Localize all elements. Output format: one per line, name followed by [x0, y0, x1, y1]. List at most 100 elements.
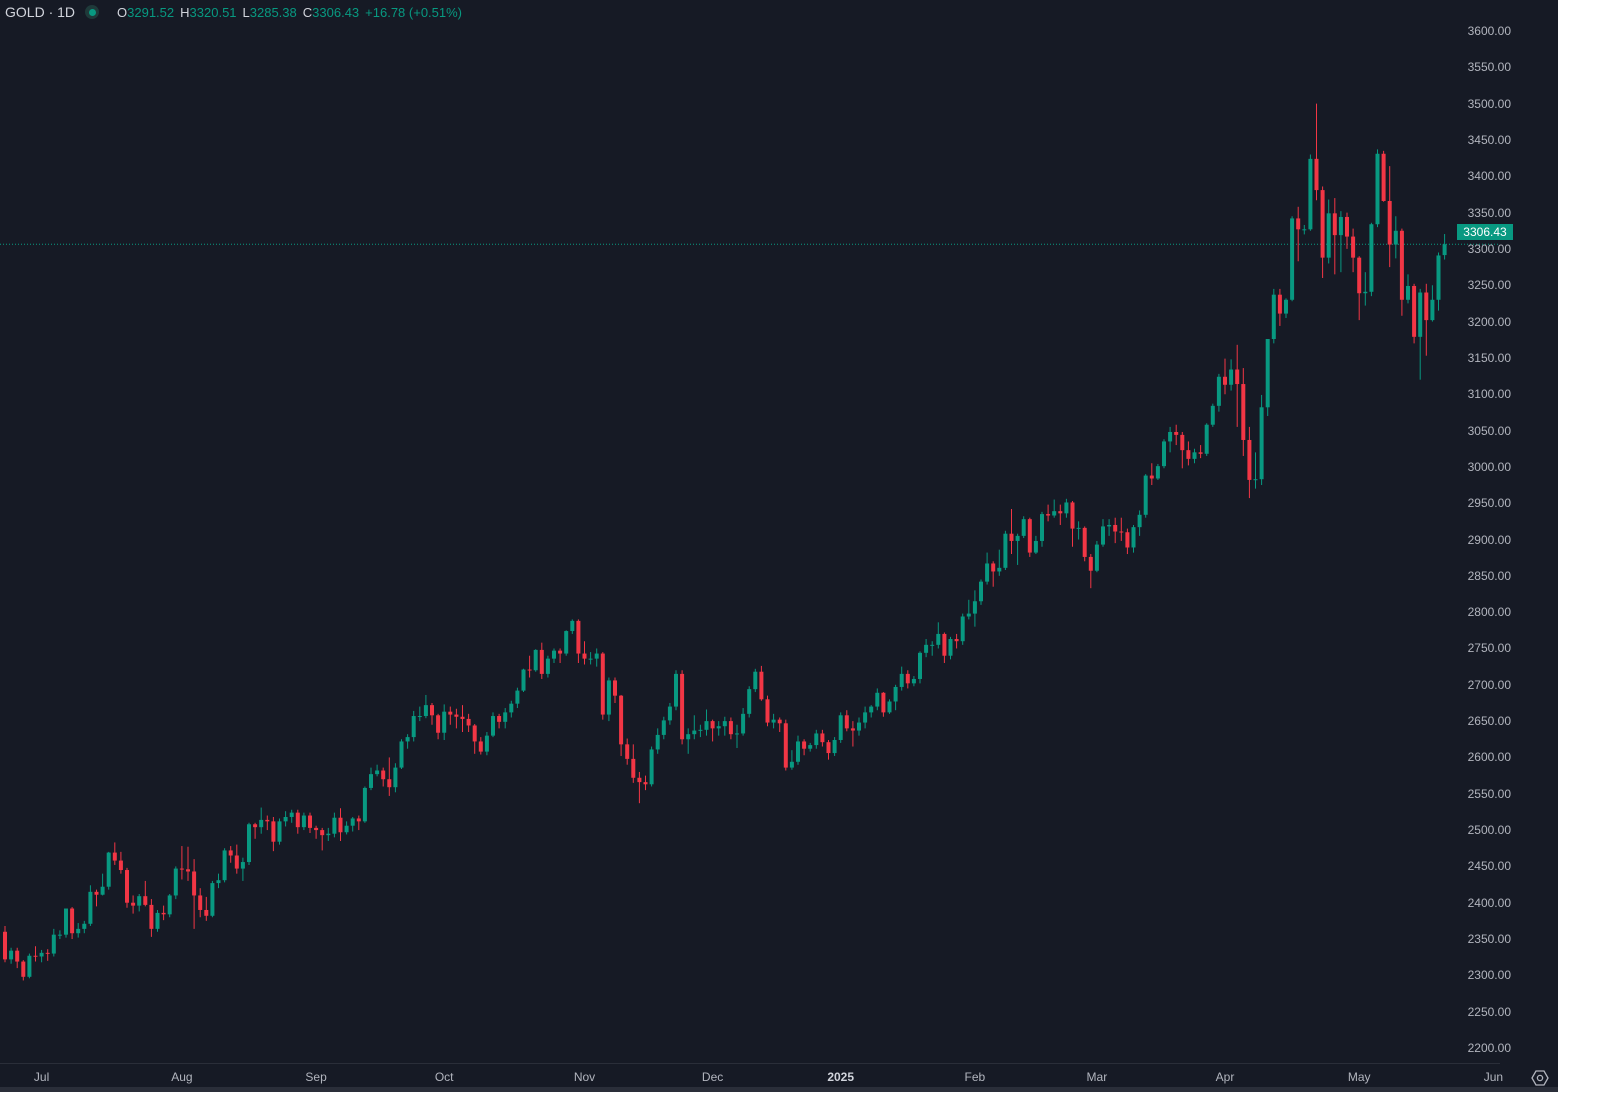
candle[interactable] [1241, 368, 1246, 456]
candle[interactable] [948, 636, 953, 660]
candle[interactable] [850, 721, 855, 747]
candle[interactable] [295, 809, 300, 834]
candle[interactable] [436, 713, 441, 740]
candle[interactable] [1296, 206, 1301, 262]
candle[interactable] [375, 764, 380, 777]
candle[interactable] [765, 695, 770, 727]
candle[interactable] [393, 763, 398, 793]
candle[interactable] [820, 729, 825, 747]
candle[interactable] [942, 632, 947, 663]
candle[interactable] [259, 807, 264, 834]
candle[interactable] [1125, 528, 1130, 555]
candle[interactable] [472, 724, 477, 754]
candle[interactable] [1088, 554, 1093, 589]
candle[interactable] [600, 652, 605, 720]
candle[interactable] [966, 599, 971, 620]
candle[interactable] [552, 648, 556, 663]
candle[interactable] [905, 670, 910, 689]
candle[interactable] [728, 717, 733, 740]
candle[interactable] [387, 757, 392, 796]
candle[interactable] [240, 857, 245, 881]
candle[interactable] [606, 677, 611, 722]
candle[interactable] [515, 687, 520, 709]
candle[interactable] [1180, 431, 1185, 469]
candle[interactable] [15, 947, 20, 969]
candle[interactable] [70, 907, 75, 940]
candle[interactable] [1058, 504, 1063, 525]
candle[interactable] [1265, 339, 1270, 417]
candle[interactable] [1351, 228, 1356, 273]
candle[interactable] [167, 893, 172, 918]
candle[interactable] [771, 713, 776, 729]
candle[interactable] [1436, 252, 1441, 311]
candle[interactable] [1430, 285, 1435, 322]
candle[interactable] [338, 808, 343, 841]
candle[interactable] [869, 705, 874, 718]
candle[interactable] [747, 686, 752, 718]
candle[interactable] [1094, 540, 1099, 573]
candle[interactable] [796, 735, 800, 765]
candle[interactable] [155, 909, 160, 932]
candle[interactable] [844, 710, 849, 732]
candle[interactable] [1399, 228, 1404, 316]
candle[interactable] [741, 708, 746, 736]
candle[interactable] [1076, 521, 1081, 540]
candle[interactable] [826, 739, 831, 760]
candle[interactable] [753, 668, 758, 693]
candle[interactable] [936, 622, 941, 649]
candle[interactable] [137, 893, 142, 912]
candle[interactable] [283, 811, 288, 827]
candle[interactable] [253, 822, 258, 839]
candle[interactable] [271, 816, 276, 852]
candle[interactable] [576, 619, 581, 663]
candle[interactable] [1137, 510, 1142, 536]
candle[interactable] [893, 684, 898, 711]
candle[interactable] [667, 702, 672, 725]
candle[interactable] [1259, 394, 1264, 486]
candle[interactable] [704, 709, 709, 736]
candle[interactable] [1406, 274, 1410, 304]
candle[interactable] [521, 668, 526, 693]
candle[interactable] [448, 706, 453, 725]
candle[interactable] [484, 732, 489, 756]
candle[interactable] [1107, 519, 1112, 536]
candle[interactable] [954, 633, 959, 649]
candle[interactable] [1131, 524, 1136, 553]
candle[interactable] [674, 670, 678, 711]
candle[interactable] [509, 700, 514, 718]
candle[interactable] [588, 652, 593, 665]
candle[interactable] [564, 630, 569, 656]
candle[interactable] [918, 651, 922, 684]
candle[interactable] [45, 949, 50, 961]
candle[interactable] [1387, 166, 1392, 268]
candle[interactable] [735, 724, 739, 748]
candle[interactable] [1424, 283, 1429, 356]
candle[interactable] [930, 641, 935, 656]
candle[interactable] [33, 946, 38, 962]
candle[interactable] [558, 648, 563, 663]
candle[interactable] [234, 844, 239, 874]
candle[interactable] [1082, 526, 1087, 562]
candle[interactable] [39, 949, 44, 963]
candle[interactable] [222, 848, 227, 883]
candle[interactable] [1162, 439, 1166, 469]
candle[interactable] [381, 767, 386, 787]
candle[interactable] [613, 677, 617, 703]
candle[interactable] [503, 708, 508, 729]
candle[interactable] [759, 665, 764, 701]
candle[interactable] [399, 739, 404, 770]
candle[interactable] [430, 702, 434, 725]
candle[interactable] [308, 812, 312, 833]
candle[interactable] [143, 880, 148, 907]
candle[interactable] [173, 866, 178, 900]
candle[interactable] [100, 873, 105, 896]
candle[interactable] [344, 821, 349, 835]
candle[interactable] [838, 712, 843, 743]
candle[interactable] [320, 827, 325, 851]
candle[interactable] [1393, 216, 1398, 259]
candle[interactable] [118, 851, 123, 874]
candle[interactable] [179, 846, 184, 880]
candle[interactable] [979, 579, 983, 605]
candle[interactable] [1143, 474, 1148, 518]
candle[interactable] [857, 717, 861, 736]
